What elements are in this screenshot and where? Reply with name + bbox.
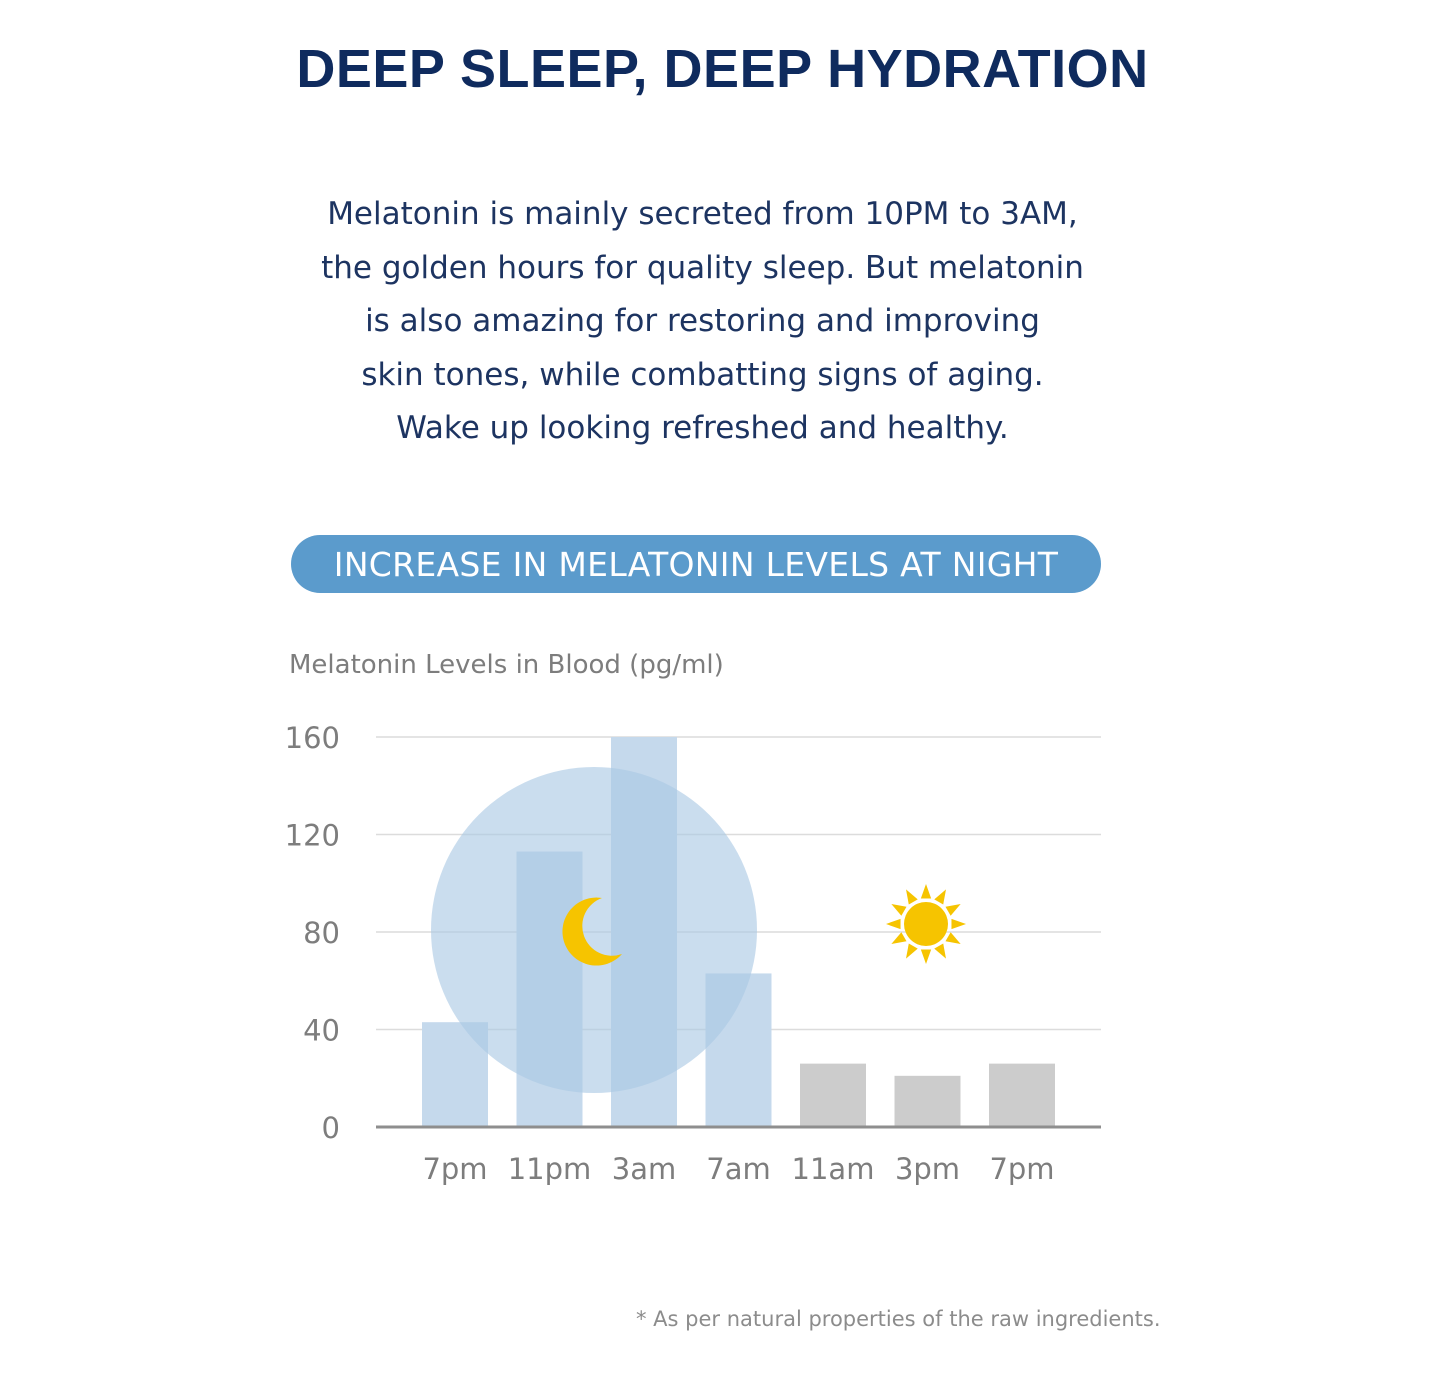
chart-title: Melatonin Levels in Blood (pg/ml) bbox=[289, 650, 724, 680]
sun-ray bbox=[934, 943, 946, 959]
y-tick-label: 40 bbox=[303, 1014, 340, 1048]
sun-ray bbox=[891, 932, 907, 944]
page-title: DEEP SLEEP, DEEP HYDRATION bbox=[296, 39, 1149, 99]
intro-line: Melatonin is mainly secreted from 10PM t… bbox=[327, 196, 1078, 232]
intro-line: the golden hours for quality sleep. But … bbox=[321, 249, 1084, 286]
x-tick-label: 11pm bbox=[508, 1152, 592, 1186]
bar bbox=[800, 1063, 866, 1127]
sun-ray bbox=[945, 932, 961, 944]
moon-shape bbox=[562, 897, 622, 966]
y-tick-label: 80 bbox=[303, 916, 340, 950]
section-banner: INCREASE IN MELATONIN LEVELS AT NIGHT bbox=[291, 535, 1101, 593]
sun-ray bbox=[920, 949, 932, 964]
y-axis-ticks: 0 40 80 120 160 bbox=[285, 721, 340, 1145]
footnote: * As per natural properties of the raw i… bbox=[636, 1307, 1161, 1331]
x-tick-label: 3pm bbox=[895, 1152, 960, 1186]
night-circle bbox=[431, 767, 757, 1093]
sun-icon bbox=[886, 884, 966, 964]
x-tick-label: 7am bbox=[706, 1152, 770, 1186]
x-tick-label: 3am bbox=[612, 1152, 676, 1186]
x-tick-label: 7pm bbox=[422, 1152, 487, 1186]
sun-ray bbox=[906, 943, 918, 959]
x-axis-ticks: 7pm 11pm 3am 7am 11am 3pm 7pm bbox=[422, 1152, 1054, 1186]
banner-label: INCREASE IN MELATONIN LEVELS AT NIGHT bbox=[333, 544, 1059, 584]
intro-line: skin tones, while combatting signs of ag… bbox=[361, 356, 1044, 393]
sun-ray bbox=[951, 918, 966, 930]
x-tick-label: 7pm bbox=[989, 1152, 1054, 1186]
y-tick-label: 120 bbox=[285, 819, 340, 853]
y-tick-label: 160 bbox=[285, 721, 340, 755]
y-tick-label: 0 bbox=[322, 1111, 340, 1145]
sun-disc bbox=[904, 902, 948, 946]
intro-paragraph: Melatonin is mainly secreted from 10PM t… bbox=[0, 188, 1405, 456]
sun-ray bbox=[920, 884, 932, 899]
x-tick-label: 11am bbox=[792, 1152, 875, 1186]
bar bbox=[989, 1063, 1055, 1127]
sun-ray bbox=[891, 904, 907, 916]
intro-line: Wake up looking refreshed and healthy. bbox=[396, 410, 1009, 446]
sun-ray bbox=[886, 918, 901, 930]
sun-ray bbox=[906, 889, 918, 905]
intro-line: is also amazing for restoring and improv… bbox=[365, 303, 1040, 339]
sun-ray bbox=[945, 904, 961, 916]
moon-icon bbox=[562, 897, 622, 966]
bar bbox=[894, 1075, 961, 1127]
sun-ray bbox=[934, 889, 946, 905]
